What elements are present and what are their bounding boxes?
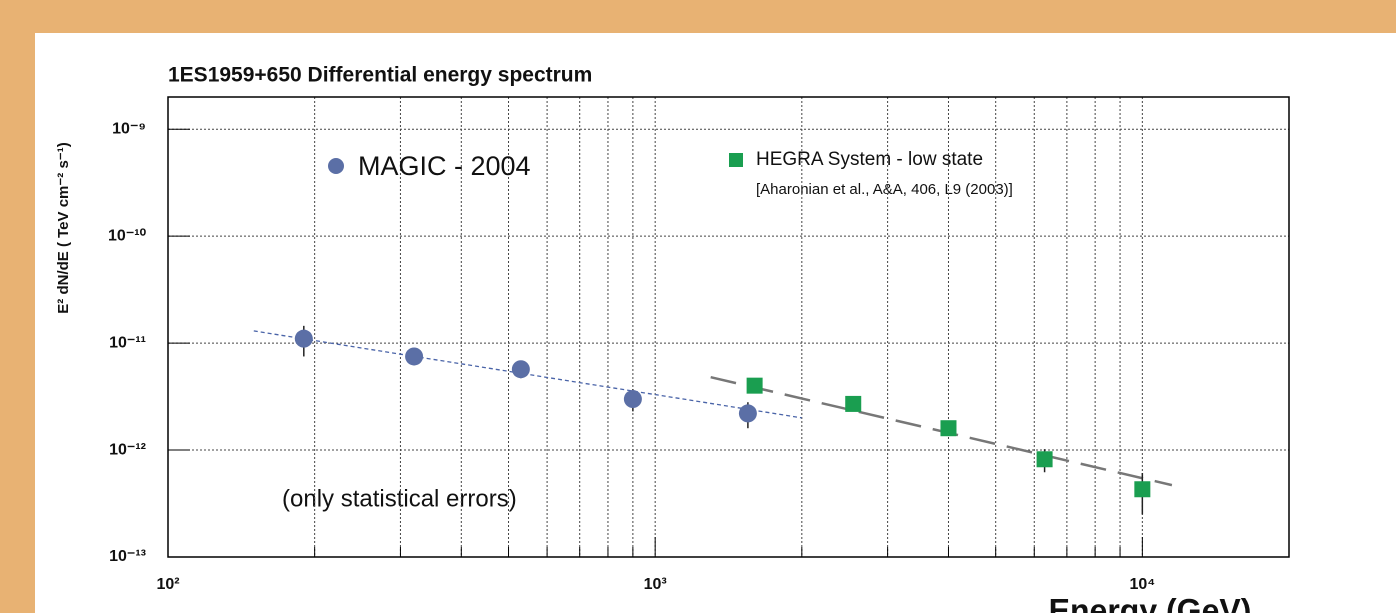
y-tick-label: 10⁻¹¹	[109, 334, 146, 351]
chart-title: 1ES1959+650 Differential energy spectrum	[168, 64, 592, 87]
x-tick-label: 10³	[644, 576, 667, 593]
annotation: (only statistical errors)	[282, 485, 517, 512]
point	[845, 395, 862, 412]
fit-line	[253, 330, 802, 419]
x-axis-label: Energy (GeV)	[1049, 592, 1252, 613]
y-tick-label: 10⁻⁹	[112, 120, 146, 137]
legend-marker	[729, 153, 743, 167]
point	[738, 404, 757, 423]
x-tick-label: 10⁴	[1129, 576, 1155, 593]
y-tick-label: 10⁻¹⁰	[108, 227, 147, 244]
y-tick-label: 10⁻¹²	[109, 441, 146, 458]
point	[623, 390, 642, 409]
point	[511, 360, 530, 379]
point	[746, 377, 763, 394]
y-tick-label: 10⁻¹³	[109, 548, 146, 565]
legend-label: MAGIC - 2004	[358, 151, 531, 181]
x-tick-label: 10²	[156, 576, 179, 593]
point	[1134, 481, 1151, 498]
point	[1036, 451, 1053, 468]
point	[294, 329, 313, 348]
legend-note: [Aharonian et al., A&A, 406, L9 (2003)]	[756, 181, 1013, 198]
panel	[35, 33, 1396, 613]
point	[405, 347, 424, 366]
plot-frame	[167, 96, 1290, 558]
point	[940, 420, 957, 437]
legend-label: HEGRA System - low state	[756, 149, 983, 170]
legend-marker	[328, 158, 344, 174]
y-axis-label: E² dN/dE ( TeV cm⁻² s⁻¹)	[55, 142, 72, 313]
